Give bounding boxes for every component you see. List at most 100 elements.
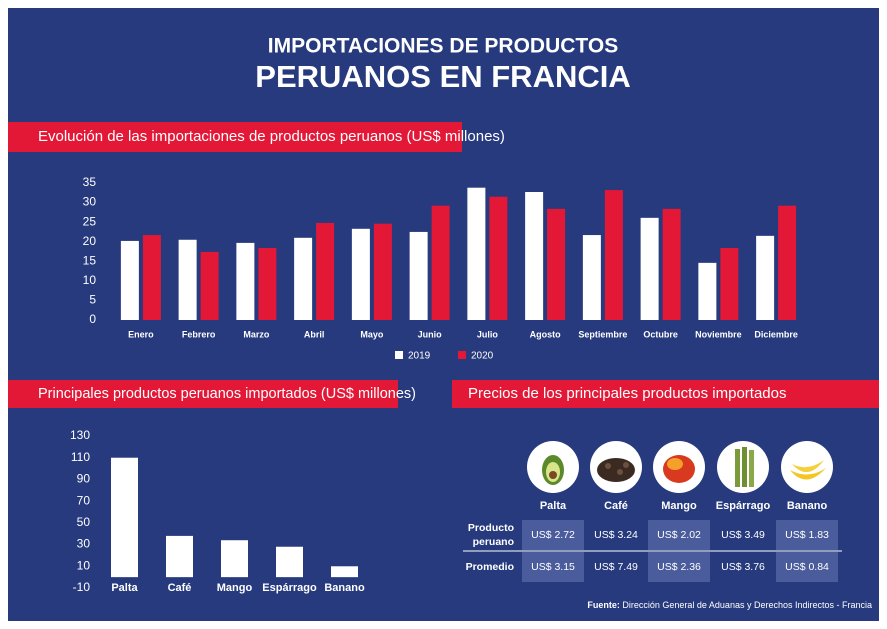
x-tick-label: Junio: [418, 329, 443, 339]
bar: [525, 192, 544, 320]
cell: US$ 0.84: [785, 561, 829, 573]
row-header: Promedio: [466, 561, 514, 573]
bar: [467, 187, 486, 320]
bar: [166, 535, 193, 578]
bar: [258, 247, 277, 320]
source-label: Fuente:: [587, 600, 620, 610]
y-tick-label: 30: [83, 195, 97, 209]
y-tick-label: 130: [70, 428, 90, 442]
x-tick-label: Diciembre: [754, 329, 798, 339]
x-tick-label: Banano: [324, 582, 365, 594]
table-title: Precios de los principales productos imp…: [468, 385, 787, 402]
x-tick-label: Espárrago: [262, 582, 317, 594]
y-tick-label: 25: [83, 214, 97, 228]
cell: US$ 2.36: [657, 561, 701, 573]
bar: [778, 205, 797, 320]
banner: [452, 380, 879, 408]
cell: US$ 3.49: [721, 529, 765, 541]
x-tick-label: Café: [168, 582, 192, 594]
source: Fuente: Dirección General de Aduanas y D…: [587, 600, 872, 610]
x-tick-label: Agosto: [530, 329, 561, 339]
y-tick-label: 50: [77, 515, 91, 529]
y-tick-label: 90: [77, 472, 91, 486]
bar: [662, 208, 681, 320]
y-tick-label: 110: [71, 450, 90, 464]
bar: [331, 566, 358, 578]
column-header: Café: [604, 500, 628, 512]
x-tick-label: Febrero: [182, 329, 216, 339]
source-text: Dirección General de Aduanas y Derechos …: [622, 600, 872, 610]
y-tick-label: 15: [83, 253, 97, 267]
x-tick-label: Mayo: [360, 329, 384, 339]
y-tick-label: 30: [77, 537, 91, 551]
bar: [276, 546, 303, 578]
bar: [373, 223, 392, 320]
header-line2: PERUANOS EN FRANCIA: [255, 59, 630, 94]
y-tick-label: 35: [83, 175, 97, 189]
banner: [8, 122, 462, 152]
bar: [111, 457, 138, 578]
cell: US$ 2.72: [531, 529, 575, 541]
cell: US$ 2.02: [657, 529, 701, 541]
bar: [316, 222, 335, 320]
header-line1: IMPORTACIONES DE PRODUCTOS: [268, 35, 618, 58]
x-tick-label: Enero: [128, 329, 154, 339]
chart-title: Principales productos peruanos importado…: [38, 386, 416, 402]
legend-swatch: [458, 351, 466, 359]
cell: US$ 3.24: [594, 529, 638, 541]
x-tick-label: Noviembre: [695, 329, 742, 339]
bar: [236, 242, 255, 320]
bar: [547, 208, 566, 320]
column-header: Banano: [787, 500, 828, 512]
row-header: Producto peruano: [468, 522, 514, 548]
bar: [582, 235, 601, 320]
y-tick-label: 20: [83, 234, 97, 248]
y-tick-label: 70: [77, 493, 91, 507]
cell: US$ 3.76: [721, 561, 765, 573]
bar: [720, 247, 739, 320]
y-tick-label: 10: [77, 558, 91, 572]
y-tick-label: 10: [83, 273, 97, 287]
legend-label: 2019: [408, 351, 431, 362]
cell: US$ 7.49: [594, 561, 638, 573]
cell-shade: [648, 552, 710, 582]
bar: [120, 240, 139, 320]
x-tick-label: Julio: [477, 329, 499, 339]
x-tick-label: Septiembre: [578, 329, 627, 339]
y-tick-label: 5: [89, 293, 96, 307]
legend-label: 2020: [471, 351, 494, 362]
bar: [640, 217, 659, 320]
x-tick-label: Octubre: [643, 329, 678, 339]
column-header: Palta: [540, 500, 567, 512]
cell-shade: [648, 520, 710, 550]
banner: [8, 380, 398, 408]
column-header: Espárrago: [716, 500, 771, 512]
bar: [698, 262, 717, 320]
cell: US$ 3.15: [531, 561, 575, 573]
bar: [756, 235, 775, 320]
cell-shade: [776, 552, 838, 582]
x-tick-label: Palta: [111, 582, 138, 594]
bar: [489, 196, 508, 320]
x-tick-label: Abril: [304, 329, 325, 339]
column-header: Mango: [661, 500, 697, 512]
y-tick-label: 0: [89, 312, 96, 326]
y-tick-label: -10: [73, 580, 91, 594]
bar: [221, 540, 248, 578]
bar: [604, 190, 623, 320]
x-tick-label: Mango: [217, 582, 253, 594]
bar: [178, 239, 197, 320]
chart-title: Evolución de las importaciones de produc…: [38, 128, 505, 145]
bar: [142, 235, 161, 320]
bar: [294, 237, 313, 320]
cell-shade: [522, 520, 584, 550]
bar: [200, 251, 219, 320]
bar: [409, 231, 428, 320]
cell-shade: [776, 520, 838, 550]
cell: US$ 1.83: [785, 529, 829, 541]
x-tick-label: Marzo: [243, 329, 270, 339]
legend-swatch: [395, 351, 403, 359]
icons: [527, 441, 833, 493]
bar: [351, 228, 370, 320]
